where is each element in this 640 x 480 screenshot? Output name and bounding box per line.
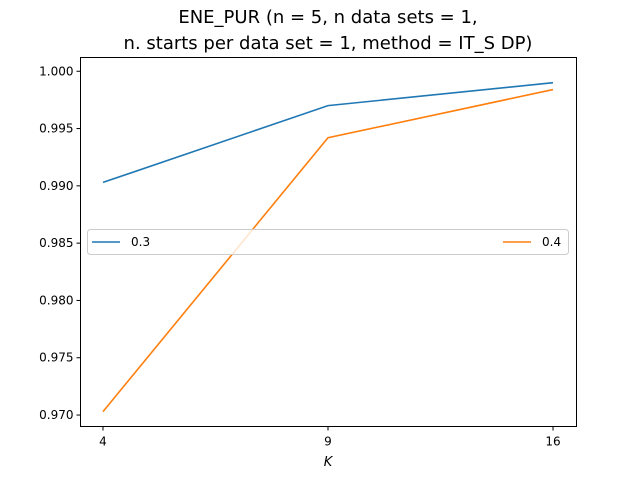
y-tick-label: 0.985 — [39, 236, 73, 250]
x-tick-label: 16 — [545, 435, 560, 449]
x-tick-label: 9 — [324, 435, 332, 449]
y-tick-label: 0.990 — [39, 179, 73, 193]
series-line-0-3 — [102, 81, 554, 184]
x-axis: 4 9 16 — [99, 426, 561, 449]
series-line-0-4 — [102, 88, 554, 413]
legend-box — [87, 229, 569, 255]
y-tick-label: 0.970 — [39, 408, 73, 422]
x-tick-label: 4 — [99, 435, 107, 449]
y-tick-label: 0.995 — [39, 122, 73, 136]
y-tick-label: 0.980 — [39, 293, 73, 307]
x-axis-label: K — [324, 455, 334, 470]
y-tick-label: 1.000 — [39, 64, 73, 78]
series-layer — [102, 81, 554, 413]
legend-label-0-3: 0.3 — [131, 235, 150, 249]
y-tick-label: 0.975 — [39, 351, 73, 365]
chart-title-line-2: n. starts per data set = 1, method = IT_… — [124, 33, 533, 54]
legend-label-0-4: 0.4 — [542, 235, 561, 249]
legend: 0.3 0.4 — [87, 229, 569, 255]
chart-title-line-1: ENE_PUR (n = 5, n data sets = 1, — [178, 7, 477, 28]
y-axis: 0.970 0.975 0.980 0.985 0.990 0.995 1.000 — [39, 64, 81, 422]
